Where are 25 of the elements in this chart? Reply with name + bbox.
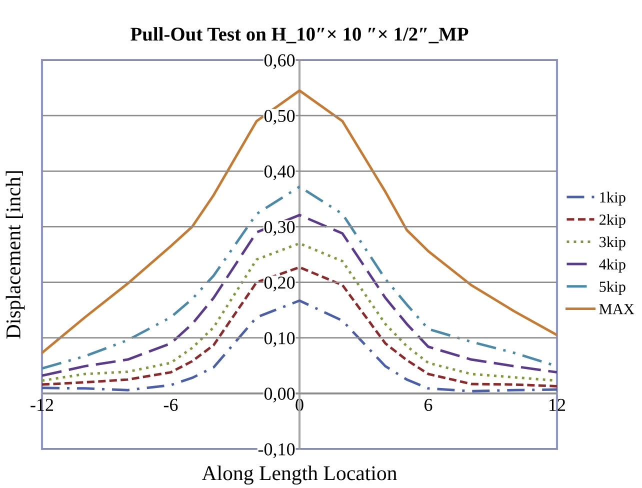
y-tick-label: 0,10 [264,332,295,347]
x-tick-label: 6 [424,398,432,411]
y-tick-label: 0,50 [264,110,295,125]
line-series [42,214,557,377]
x-tick-label: -12 [30,398,54,411]
y-tick-label: -0,10 [258,443,295,458]
line-series [42,242,557,382]
y-axis-title: Displacement [inch] [6,171,25,339]
y-tick-label: 0,40 [264,165,295,180]
legend-label: 2kip [599,214,626,228]
chart-title: Pull-Out Test on H_10″× 10 ″× 1/2″_MP [130,27,468,44]
x-axis-title: Along Length Location [202,466,397,485]
y-tick-label: 0,20 [264,276,295,292]
legend-label: 1kip [600,192,626,206]
legend-label: 4kip [599,258,626,273]
legend-label: 3kip [600,236,626,250]
legend-label: 5kip [600,281,626,295]
line-series [42,89,557,354]
y-tick-label: 0,60 [264,54,295,70]
y-tick-label: 0,30 [264,220,295,236]
x-tick-label: -6 [164,398,178,411]
line-series [42,266,557,388]
y-tick-label: 0,00 [264,388,295,402]
x-tick-label: 12 [550,398,566,411]
legend-label: MAX [599,304,634,314]
